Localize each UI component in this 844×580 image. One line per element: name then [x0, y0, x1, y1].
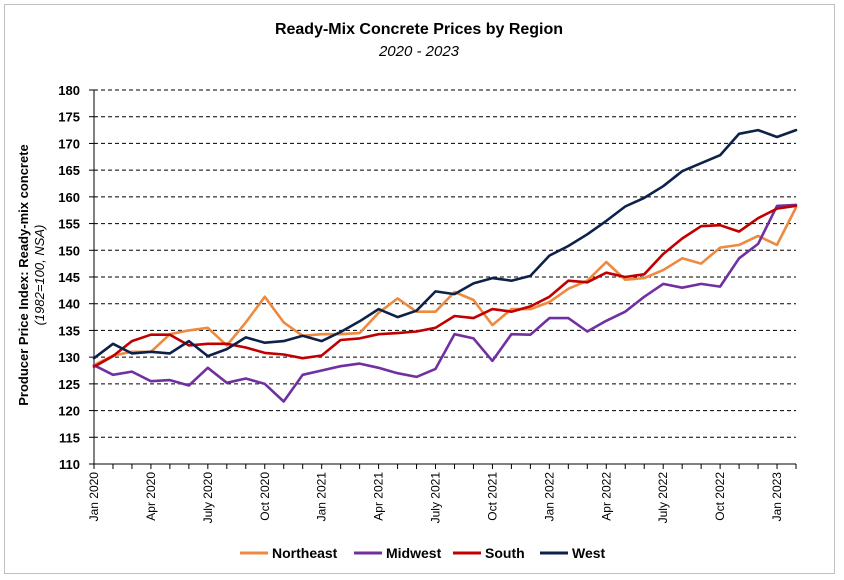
series-line-west [92, 128, 798, 360]
y-tick-label: 135 [58, 323, 80, 338]
y-tick-label: 165 [58, 163, 80, 178]
x-tick-label: Jan 2023 [770, 472, 784, 522]
y-tick-label: 115 [59, 430, 80, 445]
gridlines [89, 89, 796, 465]
x-tick-label: Apr 2021 [372, 472, 386, 521]
x-tick-label: Oct 2022 [713, 472, 727, 521]
legend: Northeast Midwest South West [240, 545, 606, 561]
legend-label: Northeast [272, 545, 338, 561]
y-tick-label: 180 [58, 83, 80, 98]
y-tick-label: 155 [58, 217, 80, 232]
series-line-midwest [92, 203, 798, 403]
x-tick-label: Oct 2021 [485, 472, 499, 521]
legend-label: West [572, 545, 606, 561]
y-tick-label: 160 [58, 190, 80, 205]
y-tick-label: 125 [58, 377, 80, 392]
chart-title: Ready-Mix Concrete Prices by Region [275, 21, 563, 38]
x-tick-label: Oct 2020 [258, 472, 272, 521]
x-axis-ticks: Jan 2020 Apr 2020 July 2020 Oct 2020 Jan 202… [87, 464, 797, 524]
chart-frame [4, 4, 835, 574]
y-tick-label: 145 [58, 270, 80, 285]
y-tick-label: 120 [58, 404, 80, 419]
y-axis-label: Producer Price Index: Ready-mix concrete… [16, 144, 47, 406]
x-tick-label: Apr 2020 [144, 472, 158, 521]
chart-subtitle: 2020 - 2023 [378, 43, 460, 60]
x-tick-label: July 2020 [201, 472, 215, 524]
y-tick-label: 170 [58, 136, 80, 151]
y-tick-label: 150 [58, 243, 80, 258]
x-tick-label: Jan 2022 [542, 472, 556, 522]
series-line-south [92, 204, 798, 369]
y-axis-label-sub: (1982=100, NSA) [32, 225, 47, 326]
y-axis-ticks: 110 115 120 125 130 135 140 145 150 155 160 165 170 1… [58, 83, 80, 472]
legend-label: South [485, 545, 525, 561]
x-tick-label: Jan 2021 [315, 472, 329, 522]
y-tick-label: 130 [58, 350, 80, 365]
x-tick-label: July 2022 [656, 472, 670, 524]
x-tick-label: July 2021 [429, 472, 443, 524]
x-tick-label: Apr 2022 [599, 472, 613, 521]
series-lines [92, 128, 798, 403]
y-tick-label: 110 [59, 457, 80, 472]
legend-label: Midwest [386, 545, 442, 561]
series-line-northeast [92, 206, 798, 367]
y-axis-label-main: Producer Price Index: Ready-mix concrete [16, 144, 31, 406]
y-tick-label: 175 [58, 110, 80, 125]
y-tick-label: 140 [58, 297, 80, 312]
x-tick-label: Jan 2020 [87, 472, 101, 522]
